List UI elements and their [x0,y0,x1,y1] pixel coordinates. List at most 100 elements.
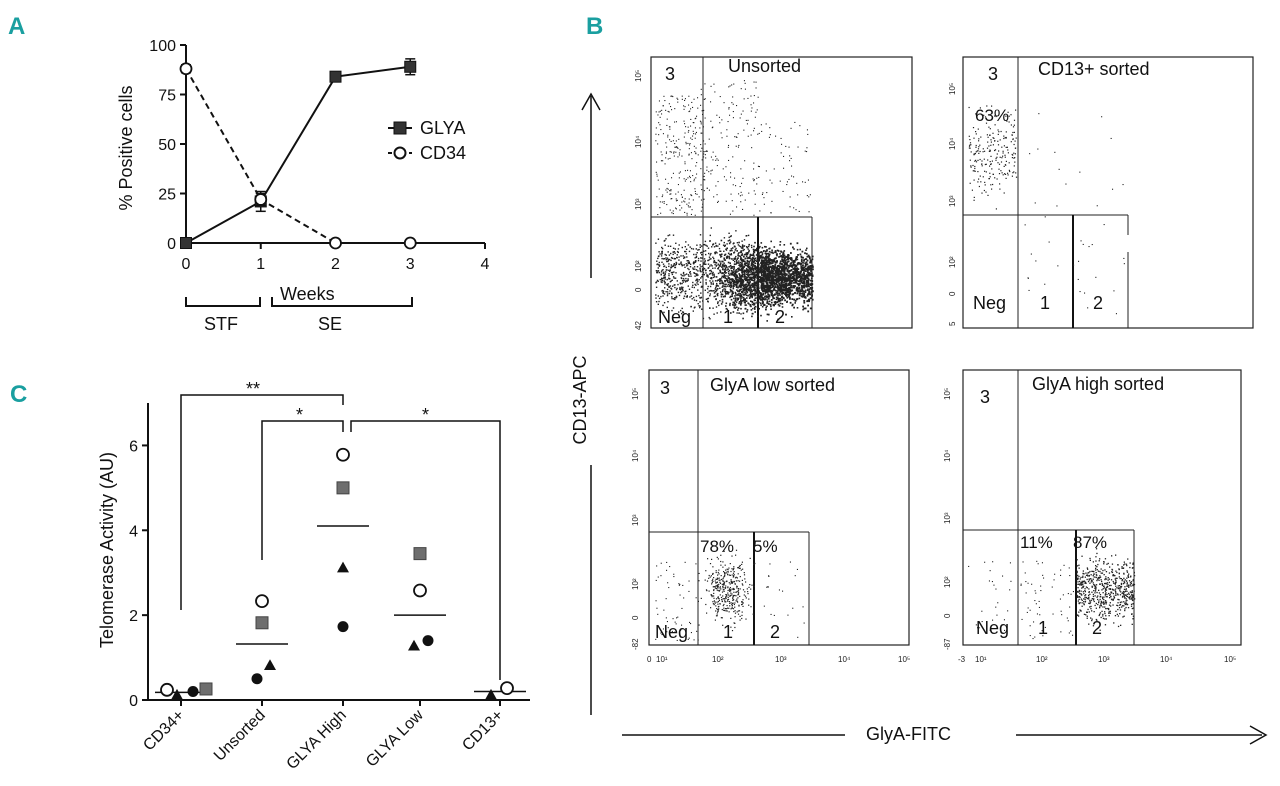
cell-dot [812,266,814,268]
cell-dot [762,259,765,262]
cell-dot [767,270,769,273]
cell-dot [758,301,760,304]
cell-dot [776,249,779,252]
cell-dot [806,280,809,283]
cell-dot [768,575,770,577]
cell-dot [738,592,740,594]
cell-dot [678,244,680,246]
cell-dot [688,198,690,200]
cell-dot [689,271,691,273]
cell-dot [669,139,671,141]
cell-dot [663,202,665,204]
cell-dot [994,115,996,117]
cell-dot [670,193,672,195]
cell-dot [777,294,779,297]
cell-dot [1085,594,1087,596]
cell-dot [712,586,714,588]
cell-dot [766,268,768,270]
cell-dot [748,260,750,263]
cell-dot [734,276,737,279]
cell-dot [1034,202,1036,204]
cell-dot [751,107,753,109]
cell-dot [720,262,722,264]
cell-dot [692,135,694,137]
cell-dot [681,207,683,209]
cell-dot [676,257,678,259]
cell-dot [750,273,753,276]
cell-dot [752,268,754,271]
cell-dot [664,283,666,285]
cell-dot [729,288,732,291]
cell-dot [1089,600,1091,602]
cell-dot [1132,603,1134,605]
cell-dot [997,144,1000,146]
cell-dot [769,275,772,278]
cell-dot [1126,564,1128,567]
cell-dot [777,273,780,276]
cell-dot [733,576,735,578]
cell-dot [745,304,748,306]
cell-dot [733,567,735,569]
cell-dot [990,144,992,146]
cell-dot [806,277,809,280]
cell-dot [670,151,672,153]
cell-dot [687,262,689,264]
cell-dot [1100,568,1102,570]
cell-dot [656,270,658,272]
cell-dot [736,284,738,287]
cell-dot [732,581,734,583]
cell-dot [731,271,734,273]
cell-dot [716,114,718,116]
cell-dot [766,288,768,291]
cell-dot [696,266,699,268]
cell-dot [778,300,780,303]
cell-dot [748,268,751,270]
cell-dot [690,247,693,250]
cell-dot [747,593,749,595]
cell-dot [743,259,745,261]
cell-dot [779,279,781,281]
cell-dot [1097,570,1100,572]
cell-dot [740,281,742,284]
cell-dot [666,118,668,120]
cell-dot [658,265,661,267]
cell-dot [800,275,803,278]
quadrant-2-label: 2 [1093,293,1103,313]
cell-dot [716,615,718,617]
cell-dot [753,284,755,286]
cell-dot [674,286,676,289]
cell-dot [992,137,994,139]
cell-dot [779,262,782,265]
legend-glya-marker [393,121,407,135]
cell-dot [786,255,789,258]
cell-dot [739,117,741,119]
cell-dot [725,286,727,288]
cell-dot [699,264,701,266]
cell-dot [1117,625,1120,628]
cell-dot [722,605,724,607]
cell-dot [743,239,746,241]
cell-dot [730,602,732,604]
cell-dot [797,636,799,638]
cell-dot [728,601,731,603]
cell-dot [1100,603,1102,605]
cell-dot [719,280,721,283]
cell-dot [1126,582,1128,584]
cell-dot [1078,602,1080,605]
cell-dot [660,160,662,162]
cell-dot [727,270,730,273]
cell-dot [687,638,689,640]
cell-dot [809,297,812,299]
cell-dot [990,184,992,186]
cell-dot [1117,564,1119,566]
cell-dot [1081,580,1083,582]
cell-dot [722,289,724,291]
cell-dot [704,289,706,291]
cell-dot [750,286,752,289]
panel-a-ylabel: % Positive cells [116,85,136,210]
cell-dot [810,282,813,285]
cell-dot [728,159,730,161]
cell-dot [713,276,716,278]
cell-dot [673,573,675,575]
cell-dot [684,161,686,163]
